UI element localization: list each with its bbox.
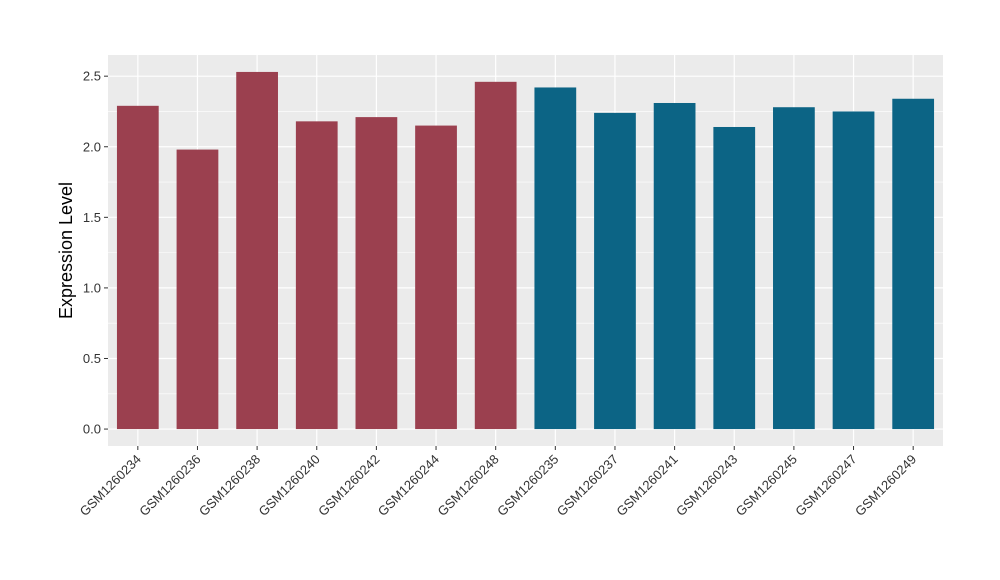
x-tick-label: GSM1260242 xyxy=(315,452,382,519)
x-tick-label: GSM1260238 xyxy=(196,452,263,519)
bar-GSM1260236 xyxy=(176,149,219,430)
x-tick-label: GSM1260235 xyxy=(494,452,561,519)
x-tick-label: GSM1260249 xyxy=(852,452,919,519)
bar-GSM1260240 xyxy=(295,121,338,430)
y-tick-label: 0.0 xyxy=(83,422,101,437)
bar-GSM1260235 xyxy=(534,87,577,430)
x-tick-label: GSM1260244 xyxy=(375,452,442,519)
x-tick-label: GSM1260237 xyxy=(554,452,621,519)
x-tick-label: GSM1260236 xyxy=(136,452,203,519)
y-tick-label: 1.0 xyxy=(83,280,101,295)
bar-GSM1260234 xyxy=(116,105,159,430)
plot-panel xyxy=(108,55,943,446)
x-tick-label: GSM1260240 xyxy=(256,452,323,519)
x-axis: GSM1260234GSM1260236GSM1260238GSM1260240… xyxy=(77,446,919,519)
bars xyxy=(116,71,935,430)
y-axis: 0.0 0.5 1.0 1.5 2.0 2.5 xyxy=(83,69,108,437)
y-tick-label: 2.5 xyxy=(83,69,101,84)
bar-GSM1260244 xyxy=(415,125,457,430)
bar-GSM1260237 xyxy=(594,112,636,430)
bar-GSM1260242 xyxy=(355,117,398,430)
bar-GSM1260243 xyxy=(713,126,756,430)
bar-GSM1260248 xyxy=(474,81,517,430)
x-tick-label: GSM1260243 xyxy=(673,452,740,519)
y-tick-label: 2.0 xyxy=(83,139,101,154)
x-tick-label: GSM1260247 xyxy=(792,452,859,519)
x-tick-label: GSM1260248 xyxy=(434,452,501,519)
bar-GSM1260241 xyxy=(653,102,696,430)
x-tick-label: GSM1260234 xyxy=(77,452,144,519)
bar-GSM1260249 xyxy=(892,98,935,430)
y-axis-title: Expression Level xyxy=(56,182,76,319)
bar-GSM1260247 xyxy=(832,111,875,430)
x-tick-label: GSM1260245 xyxy=(733,452,800,519)
bar-GSM1260238 xyxy=(236,71,278,430)
x-tick-label: GSM1260241 xyxy=(613,452,680,519)
y-tick-label: 0.5 xyxy=(83,351,101,366)
y-tick-label: 1.5 xyxy=(83,210,101,225)
bar-GSM1260245 xyxy=(773,107,815,430)
